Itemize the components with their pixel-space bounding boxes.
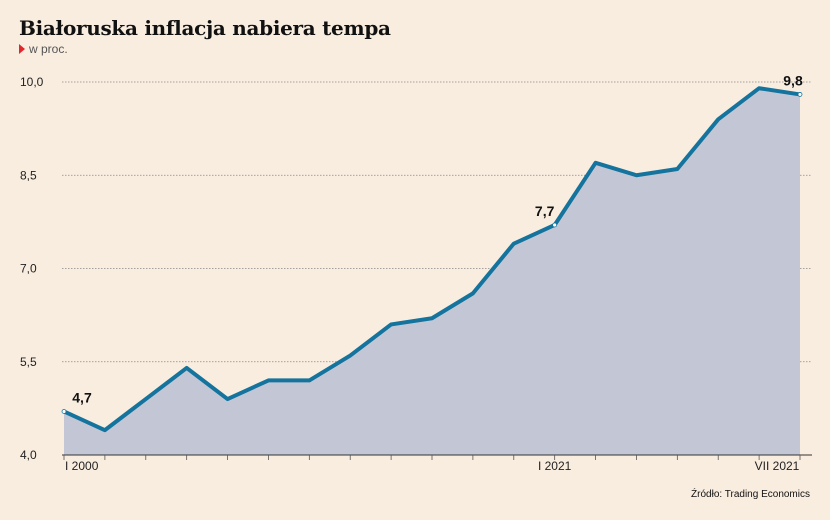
y-tick-label: 5,5 — [20, 355, 37, 369]
source-note: Źródło: Trading Economics — [691, 489, 810, 500]
chart-subtitle: w proc. — [19, 42, 68, 56]
highlight-point — [552, 222, 558, 228]
data-label: 9,8 — [783, 72, 803, 88]
data-label: 4,7 — [72, 389, 92, 405]
unit-label: w proc. — [29, 42, 68, 56]
y-tick-label: 4,0 — [20, 448, 37, 462]
y-tick-label: 7,0 — [20, 262, 37, 276]
highlight-point — [797, 92, 803, 97]
y-tick-label: 10,0 — [20, 75, 44, 89]
x-tick-label: I 2000 — [65, 459, 99, 473]
triangle-marker-icon — [19, 44, 25, 54]
highlight-point — [61, 409, 67, 414]
chart-title: Białoruska inflacja nabiera tempa — [19, 16, 391, 40]
area-fill — [64, 88, 800, 455]
y-tick-label: 8,5 — [20, 168, 37, 182]
x-tick-label: VII 2021 — [755, 459, 800, 473]
x-tick-label: I 2021 — [538, 459, 572, 473]
data-label: 7,7 — [535, 203, 555, 219]
